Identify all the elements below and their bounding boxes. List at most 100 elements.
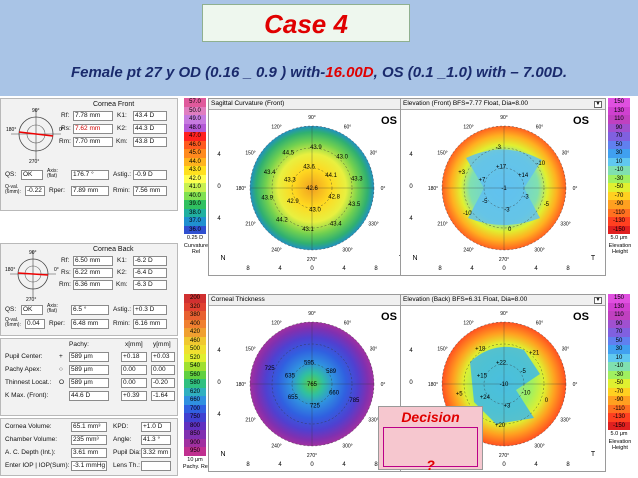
back-k1-value: -6.2 D [133,256,167,266]
axis-tick: 8 [566,462,570,468]
scale-step: 560 [184,370,206,379]
scale-step: 10 [608,353,630,362]
elevation-back-map[interactable]: Elevation (Back) BFS=6.31 Float, Dia=8.0… [400,294,606,472]
scale-step: -70 [608,191,630,200]
degree-label: 330° [560,418,570,424]
map-value: 725 [310,403,321,409]
pachy-panel: Pachy: x[mm] y[mm] Pupil Center: + 589 μ… [0,338,178,416]
map-value: +15 [477,374,488,380]
side-tick: 4 [409,152,413,158]
front-rs-value: 7.62 mm [73,124,113,134]
scale-step: 50 [608,140,630,149]
degree-label: 270° [499,453,509,459]
scale-step: -150 [608,225,630,234]
degree-label: 210° [437,222,447,228]
x-col-header: x[mm] [125,341,143,348]
scale-step: 50 [608,336,630,345]
map-value: 43.6 [303,165,315,171]
scale-step: 48.0 [184,123,206,132]
map-dropdown[interactable]: ▼ [594,297,602,304]
axis-tick: 8 [246,462,250,468]
axis-tick: 8 [566,266,570,272]
side-tick: 4 [217,348,221,354]
pachy-col-header: Pachy: [69,341,89,348]
map-value: 0 [508,227,512,233]
map-value: +3 [504,403,512,409]
sagittal-curvature-map[interactable]: Sagittal Curvature (Front) ▼ 90°120°60°1… [208,98,414,276]
back-qval-label: Q-val. (6mm): [5,317,21,328]
scale-step: 44.0 [184,157,206,166]
map-value: -3 [504,207,510,213]
front-compass: 90° 0° 180° 270° [6,108,64,165]
map-value: 43.5 [349,202,361,208]
degree-label: 180° [428,382,438,388]
back-rper-label: Rper: [49,320,65,327]
degree-label: 0° [381,186,386,192]
scale-unit: 5.0 μm [608,234,630,243]
map-value: 43.1 [302,227,314,233]
degree-label: 150° [437,151,447,157]
front-rf-label: Rf: [61,112,70,119]
compass-label: 270° [29,159,39,165]
temporal-label: T [591,255,596,262]
side-tick: 4 [409,348,413,354]
back-rs-value: 6.22 mm [73,268,113,278]
side-tick: 0 [409,184,413,190]
scale-step: 540 [184,362,206,371]
axis-tick: 8 [374,462,378,468]
scale-step: -70 [608,387,630,396]
scale-step: -90 [608,200,630,209]
degree-label: 150° [245,347,255,353]
front-rmin-value: 7.56 mm [133,186,167,196]
scale-step: -10 [608,362,630,371]
map-title-bar: Elevation (Back) BFS=6.31 Float, Dia=8.0… [401,295,605,306]
map-dropdown[interactable]: ▼ [594,101,602,108]
map-value: -10 [463,211,472,217]
axis-tick: 4 [278,266,282,272]
degree-label: 150° [437,347,447,353]
axis-tick: 0 [310,462,314,468]
map-canvas: 90° 120° 60° 150° 30° 180° 0° 210° 330° 240° 300° 2… [217,311,404,468]
scale-step: 39.0 [184,200,206,209]
front-qval-label: Q-val. (6mm): [5,184,21,195]
cornea-back-header: Cornea Back [93,246,134,253]
side-tick: 4 [217,412,221,418]
scale-step: 30 [608,149,630,158]
scale-step: -50 [608,379,630,388]
scale-step: -130 [608,217,630,226]
subtitle-highlight: 16.00D [325,64,374,81]
y-col-header: y[mm] [153,341,171,348]
axis-tick: 4 [534,266,538,272]
axis-tick: 4 [470,266,474,272]
elevation-front-map[interactable]: Elevation (Front) BFS=7.77 Float, Dia=8.… [400,98,606,276]
scale-step: 110 [608,115,630,124]
map-value: 42.8 [328,194,340,200]
map-value: 635 [285,374,296,380]
decision-inner-frame [383,427,478,467]
scale-step: 45.0 [184,149,206,158]
back-k2-label: K2: [117,269,127,276]
map-value: 0 [545,398,549,404]
back-compass: 90° 0° 180° 270° [5,250,59,302]
scale-step: 10 [608,157,630,166]
topography-screenshot: Cornea Front 90° 0° 180° 270° Rf: 7.78 m… [0,96,638,478]
scale-step: 37.0 [184,217,206,226]
scale-step: 320 [184,302,206,311]
axis-tick: 8 [246,266,250,272]
volume-row: Cornea Volume: 65.1 mm³ KPD: +1.0 D [1,421,177,434]
degree-label: 60° [344,321,352,327]
elevation-back-color-scale: 150 130 110 90 70 50 30 10 -10 -30 -50 -70 -90 -110 -1… [608,294,631,450]
map-value: -10 [522,390,531,396]
front-km-label: Km: [116,138,128,145]
scale-step: 43.0 [184,166,206,175]
scale-step: 70 [608,132,630,141]
scale-unit: 0.25 D [184,234,206,243]
slide-subtitle: Female pt 27 y OD (0.16 _ 0.9 ) with-16.… [0,64,638,81]
map-value: +21 [529,351,540,357]
scale-step: -30 [608,370,630,379]
degree-label: 30° [562,347,570,353]
scale-step: 36.0 [184,225,206,234]
side-tick: 4 [409,216,413,222]
front-qs-label: QS: [5,171,17,178]
back-rmin-value: 6.16 mm [133,319,167,329]
